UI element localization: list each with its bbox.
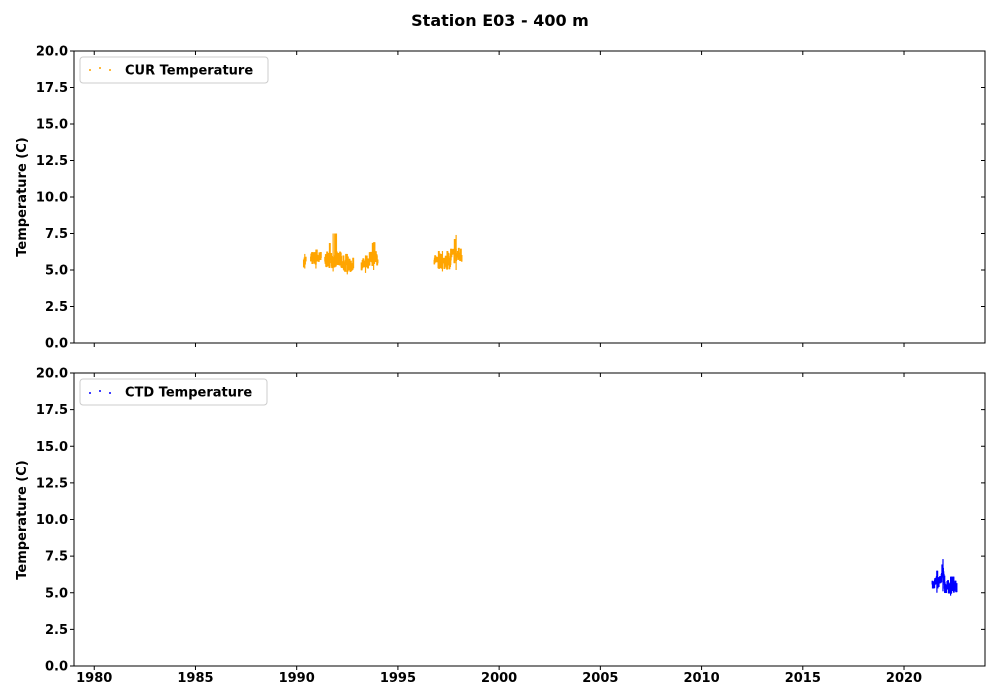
series-segment (340, 253, 355, 275)
legend: CTD Temperature (79, 378, 268, 406)
y-axis-label: Temperature (C) (15, 137, 30, 256)
series-segment (943, 576, 958, 596)
x-tick-label: 1980 (76, 671, 112, 686)
legend-marker (89, 69, 91, 71)
y-tick-label: 15.0 (36, 440, 68, 455)
ticks-layer: 0.0 2.5 5.0 7.5 10.0 12.5 15.0 17.5 20.0 (36, 45, 985, 352)
x-tick-label: 2020 (886, 671, 922, 686)
y-tick-label: 7.5 (45, 227, 68, 242)
y-tick-label: 12.5 (36, 154, 68, 169)
legend-label: CUR Temperature (125, 64, 253, 79)
series-segment (940, 559, 946, 592)
x-tick-label: 1995 (380, 671, 416, 686)
legend-marker (109, 392, 111, 394)
y-tick-label: 17.5 (36, 81, 68, 96)
legend-box (79, 378, 268, 406)
y-tick-label: 17.5 (36, 403, 68, 418)
series-segment (931, 570, 943, 593)
series-segment (449, 234, 463, 270)
legend-box (79, 56, 269, 84)
panel-cur: Temperature (C) 0.0 2.5 5.0 7.5 10.0 12.5 15.0… (15, 45, 986, 352)
y-tick-label: 5.0 (45, 264, 68, 279)
y-axis-label: Temperature (C) (15, 460, 30, 579)
y-tick-label: 15.0 (36, 118, 68, 133)
series-segment (368, 242, 379, 270)
series-segment (310, 249, 322, 269)
y-tick-label: 20.0 (36, 367, 68, 382)
ticks-layer: 0.0 2.5 5.0 7.5 10.0 12.5 15.0 17.5 20.0 1980 1985… (36, 367, 985, 686)
y-tick-label: 12.5 (36, 476, 68, 491)
plot-frame (73, 372, 986, 667)
y-tick-label: 0.0 (45, 660, 68, 675)
y-tick-label: 7.5 (45, 550, 68, 565)
x-tick-label: 2015 (785, 671, 821, 686)
y-tick-label: 10.0 (36, 191, 68, 206)
legend-label: CTD Temperature (125, 386, 252, 401)
figure-title: Station E03 - 400 m (411, 11, 589, 30)
x-tick-label: 2000 (481, 671, 517, 686)
series-segment (433, 251, 452, 272)
legend-marker (89, 392, 91, 394)
x-tick-label: 2010 (683, 671, 719, 686)
y-tick-label: 5.0 (45, 586, 68, 601)
series-segment (302, 253, 307, 269)
x-tick-label: 1990 (279, 671, 315, 686)
data-layer (931, 559, 958, 596)
legend-marker (99, 390, 101, 392)
y-tick-label: 0.0 (45, 337, 68, 352)
legend-marker (99, 67, 101, 69)
panel-ctd: Temperature (C) 0.0 2.5 5.0 7.5 10.0 12.5 15.0… (15, 367, 986, 686)
series-segment (324, 233, 343, 272)
x-tick-label: 1985 (177, 671, 213, 686)
data-layer (302, 233, 463, 275)
legend: CUR Temperature (79, 56, 269, 84)
y-tick-label: 10.0 (36, 513, 68, 528)
y-tick-label: 2.5 (45, 300, 68, 315)
x-tick-label: 2005 (582, 671, 618, 686)
legend-marker (109, 69, 111, 71)
plot-frame (73, 50, 986, 344)
y-tick-label: 20.0 (36, 45, 68, 60)
series-segment (360, 255, 371, 273)
y-tick-label: 2.5 (45, 623, 68, 638)
